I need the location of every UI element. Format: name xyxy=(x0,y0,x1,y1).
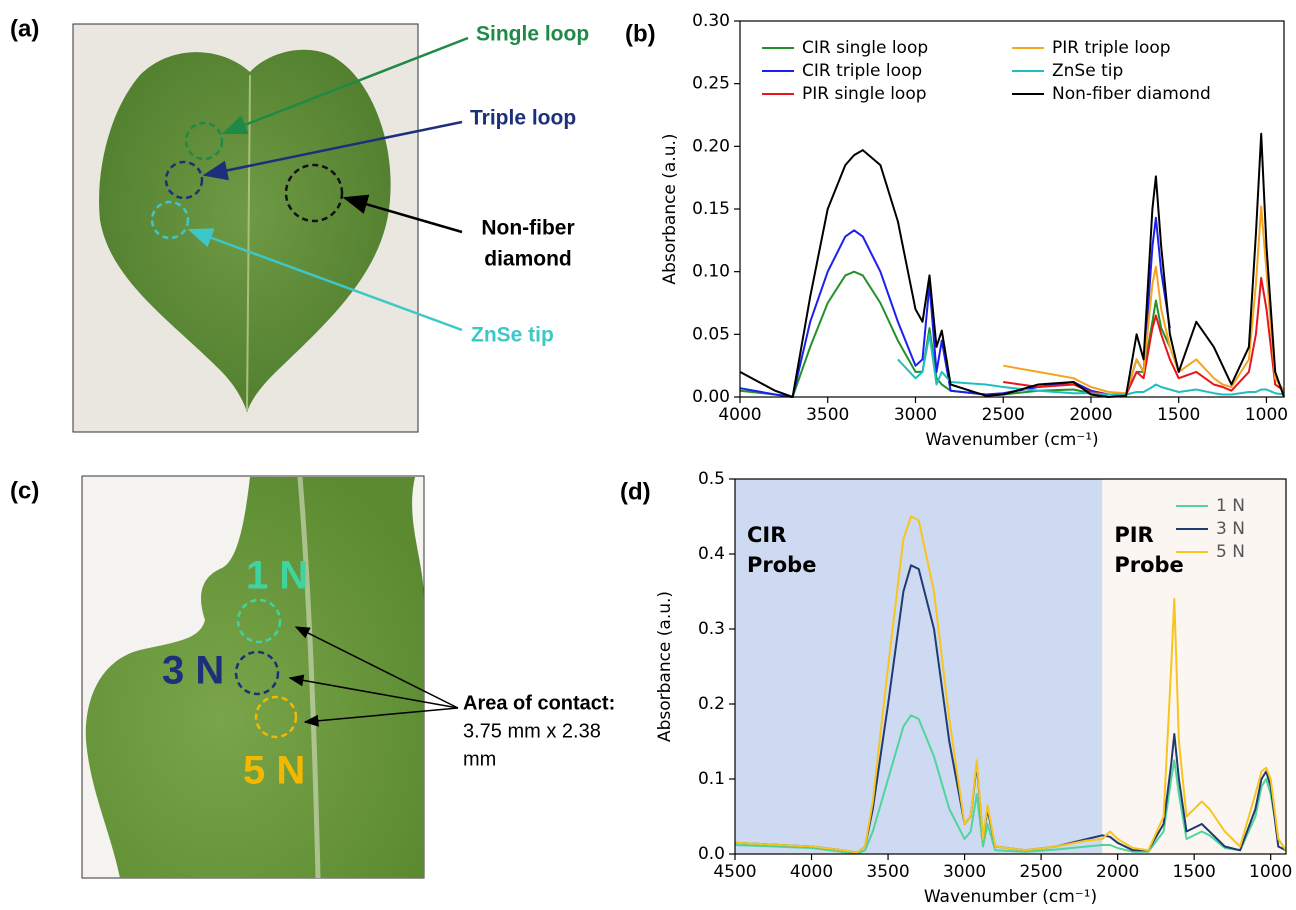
x-tick-label: 1000 xyxy=(1245,405,1288,425)
probe-region xyxy=(735,479,1102,854)
x-tick-label: 4000 xyxy=(790,862,833,882)
force-label: 1 N xyxy=(246,554,308,598)
region-label: CIR xyxy=(747,523,786,547)
callout: ZnSe tip xyxy=(471,324,554,347)
figure: (a) Single loop Triple loop Non-fiber di… xyxy=(0,0,1296,910)
x-tick-label: 1000 xyxy=(1249,862,1292,882)
x-tick-label: 4000 xyxy=(718,405,761,425)
legend-label: 1 N xyxy=(1216,496,1245,516)
legend-label: Non-fiber diamond xyxy=(1052,84,1211,104)
contact-label: mm xyxy=(463,748,496,770)
x-tick-label: 3000 xyxy=(894,405,937,425)
legend-label: CIR triple loop xyxy=(802,61,922,81)
series-line xyxy=(1003,278,1284,395)
y-tick-label: 0.15 xyxy=(692,199,730,219)
y-axis-label: Absorbance (a.u.) xyxy=(655,591,675,742)
x-tick-label: 3500 xyxy=(806,405,849,425)
y-tick-label: 0.10 xyxy=(692,262,730,282)
callout: Triple loop xyxy=(470,107,576,130)
y-tick-label: 0.00 xyxy=(692,387,730,407)
x-tick-label: 3500 xyxy=(866,862,909,882)
contact-label: 3.75 mm x 2.38 xyxy=(463,720,601,742)
x-tick-label: 2500 xyxy=(1019,862,1062,882)
panel-label: (a) xyxy=(10,15,39,42)
region-label: PIR xyxy=(1114,523,1153,547)
series-line xyxy=(740,218,1170,397)
legend-label: PIR triple loop xyxy=(1052,38,1171,58)
legend-label: CIR single loop xyxy=(802,38,928,58)
series-line xyxy=(1003,207,1284,394)
callout: diamond xyxy=(484,248,572,271)
chart: (d) CIR Probe PIR Probe 4500 4000 3500 3000 2500 2… xyxy=(620,469,1292,907)
x-tick-label: 1500 xyxy=(1157,405,1200,425)
region-label: Probe xyxy=(747,553,816,577)
legend-label: PIR single loop xyxy=(802,84,927,104)
panel-label: (d) xyxy=(620,478,651,505)
force-label: 3 N xyxy=(162,649,224,693)
contact-label: Area of contact: xyxy=(463,692,615,714)
chart: (b) 4000 3500 3000 2500 2000 1500 1000 0.00 0.05 0… xyxy=(625,11,1288,450)
y-axis-label: Absorbance (a.u.) xyxy=(660,133,680,284)
photo-a: (a) Single loop Triple loop Non-fiber di… xyxy=(10,15,589,432)
legend-label: 5 N xyxy=(1216,542,1245,562)
legend-label: 3 N xyxy=(1216,519,1245,539)
x-tick-label: 2500 xyxy=(982,405,1025,425)
x-tick-label: 2000 xyxy=(1096,862,1139,882)
x-tick-label: 2000 xyxy=(1069,405,1112,425)
x-tick-label: 4500 xyxy=(713,862,756,882)
x-axis-label: Wavenumber (cm⁻¹) xyxy=(925,430,1098,450)
y-tick-label: 0.20 xyxy=(692,136,730,156)
y-tick-label: 0.05 xyxy=(692,324,730,344)
panel-label: (c) xyxy=(10,477,39,504)
x-axis-label: Wavenumber (cm⁻¹) xyxy=(924,887,1097,907)
panel-label: (b) xyxy=(625,20,656,47)
y-tick-label: 0.4 xyxy=(698,544,725,564)
y-tick-label: 0.0 xyxy=(698,844,725,864)
legend-label: ZnSe tip xyxy=(1052,61,1123,81)
callout: Non-fiber xyxy=(481,217,574,240)
y-tick-label: 0.25 xyxy=(692,74,730,94)
force-label: 5 N xyxy=(243,749,305,793)
region-label: Probe xyxy=(1114,553,1183,577)
series-line xyxy=(740,134,1284,397)
x-tick-label: 1500 xyxy=(1173,862,1216,882)
y-tick-label: 0.3 xyxy=(698,619,725,639)
y-tick-label: 0.2 xyxy=(698,694,725,714)
y-tick-label: 0.30 xyxy=(692,11,730,31)
x-tick-label: 3000 xyxy=(943,862,986,882)
y-tick-label: 0.1 xyxy=(698,769,725,789)
callout: Single loop xyxy=(476,23,589,46)
y-tick-label: 0.5 xyxy=(698,469,725,489)
photo-c: (c) 1 N 3 N 5 N Area of contact: 3.75 mm… xyxy=(10,476,615,878)
